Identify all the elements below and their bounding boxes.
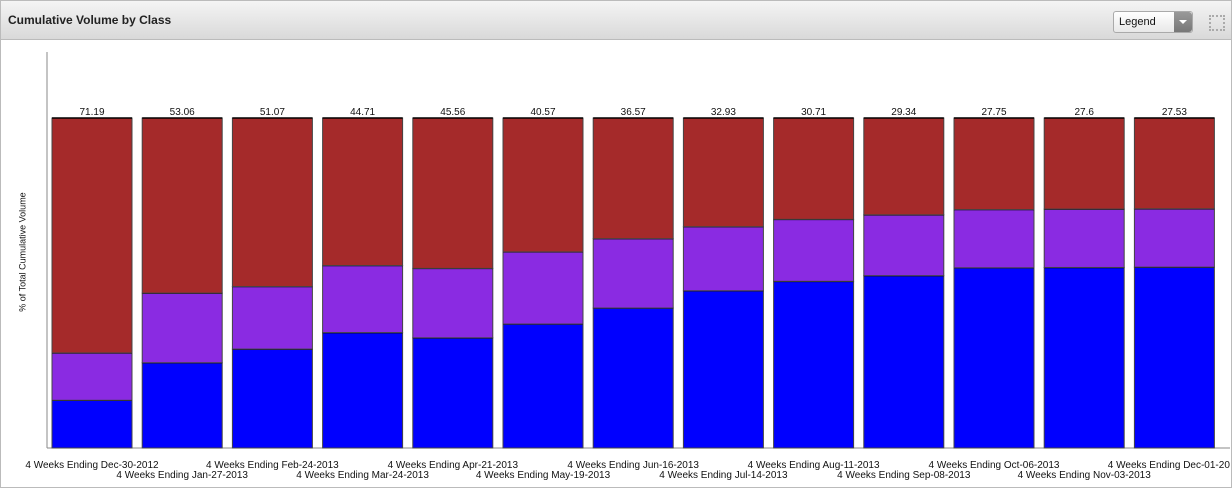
bar-segment [322, 332, 404, 449]
data-label: 32.93 [711, 107, 736, 118]
bar-segment [773, 280, 855, 449]
bar-segment [502, 323, 584, 449]
bar-segment [1043, 266, 1125, 449]
data-label: 45.56 [440, 107, 465, 118]
bar-segment [1043, 208, 1125, 268]
expand-icon[interactable] [1209, 15, 1225, 31]
x-tick-label: 4 Weeks Ending Oct-06-2013 [928, 460, 1059, 471]
bar-segment [1133, 266, 1215, 449]
bar-segment [953, 209, 1035, 269]
bar-segment [1133, 117, 1215, 210]
chart: % of Total Cumulative Volume 14.4614.347… [17, 52, 1230, 481]
x-tick-label: 4 Weeks Ending Dec-30-2012 [25, 460, 159, 471]
data-label: 27.6 [1074, 107, 1094, 118]
bar-segment [1133, 208, 1215, 268]
data-label: 27.53 [1162, 107, 1187, 118]
data-label: 71.19 [79, 107, 104, 118]
data-label: 44.71 [350, 107, 375, 118]
bar-segment [682, 117, 764, 228]
data-label: 29.34 [891, 107, 916, 118]
data-label: 53.06 [170, 107, 195, 118]
legend-label[interactable]: Legend [1119, 16, 1156, 28]
panel-title: Cumulative Volume by Class [8, 13, 172, 27]
x-tick-label: 4 Weeks Ending Jan-27-2013 [116, 470, 248, 481]
bar-segment [141, 292, 223, 364]
panel-header: Cumulative Volume by Class Legend [1, 1, 1231, 40]
bar-segment [141, 362, 223, 449]
x-tick-label: 4 Weeks Ending Jul-14-2013 [659, 470, 788, 481]
bar-segment [863, 275, 945, 449]
bar-segment [1043, 117, 1125, 210]
bar-segment [773, 218, 855, 282]
bar-segment [773, 117, 855, 220]
bar-segment [682, 290, 764, 449]
x-tick-label: 4 Weeks Ending Mar-24-2013 [296, 470, 429, 481]
bar-segment [322, 265, 404, 334]
bar-segment [141, 117, 223, 294]
bar-segment [51, 117, 133, 354]
legend-dropdown[interactable]: Legend [1113, 11, 1193, 33]
bar-segment [592, 238, 674, 309]
x-tick-label: 4 Weeks Ending Sep-08-2013 [837, 470, 971, 481]
data-label: 51.07 [260, 107, 285, 118]
bar-segment [953, 117, 1035, 211]
bar-segment [51, 399, 133, 449]
x-tick-label: 4 Weeks Ending Feb-24-2013 [206, 460, 339, 471]
bar-segment [231, 348, 313, 449]
x-tick-label: 4 Weeks Ending Nov-03-2013 [1018, 470, 1152, 481]
bar-segment [502, 251, 584, 325]
bar-segment [863, 117, 945, 216]
data-label: 30.71 [801, 107, 826, 118]
bar-segment [51, 352, 133, 401]
x-tick-label: 4 Weeks Ending Dec-01-2013 [1108, 460, 1230, 471]
x-tick-label: 4 Weeks Ending May-19-2013 [476, 470, 611, 481]
data-label: 27.75 [981, 107, 1006, 118]
x-tick-label: 4 Weeks Ending Aug-11-2013 [748, 460, 880, 471]
bar-segment [953, 267, 1035, 449]
x-tick-label: 4 Weeks Ending Jun-16-2013 [567, 460, 699, 471]
bar-segment [231, 286, 313, 350]
data-label: 40.57 [530, 107, 555, 118]
dropdown-arrow[interactable] [1174, 12, 1192, 32]
bar-segment [592, 307, 674, 449]
y-axis-label: % of Total Cumulative Volume [17, 192, 27, 311]
bar-segment [231, 117, 313, 288]
bar-segment [412, 117, 494, 269]
bar-segment [863, 214, 945, 277]
x-tick-label: 4 Weeks Ending Apr-21-2013 [388, 460, 519, 471]
bar-segment [322, 117, 404, 267]
bar-segment [592, 117, 674, 240]
bar-segment [412, 337, 494, 449]
bar-segment [502, 117, 584, 253]
data-label: 36.57 [621, 107, 646, 118]
bar-segment [682, 226, 764, 292]
bar-segment [412, 267, 494, 339]
